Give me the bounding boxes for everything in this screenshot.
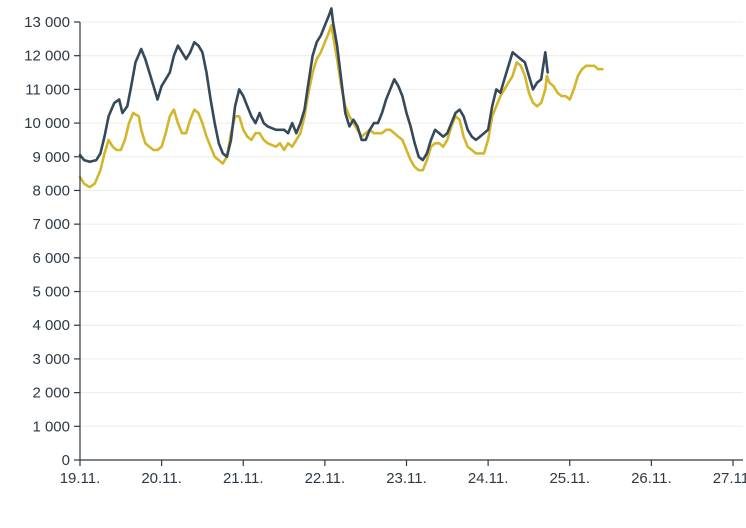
y-tick-label: 3 000 xyxy=(32,351,70,368)
y-tick-label: 4 000 xyxy=(32,317,70,334)
gridlines xyxy=(80,21,743,427)
x-tick-label: 19.11. xyxy=(60,470,101,487)
x-tick-label: 27.11. xyxy=(713,470,746,487)
y-tick-label: 11 000 xyxy=(25,81,70,98)
x-tick-label: 20.11. xyxy=(141,470,182,487)
ticks: 0 1 000 2 000 3 000 4 000 5 000 6 000 7 000 8 00… xyxy=(24,14,746,487)
x-tick-label: 22.11. xyxy=(305,470,346,487)
y-tick-label: 13 000 xyxy=(24,14,70,31)
y-tick-label: 7 000 xyxy=(32,216,70,233)
y-tick-label: 0 xyxy=(62,452,70,469)
series-line-dark xyxy=(78,7,549,164)
y-tick-label: 12 000 xyxy=(24,48,70,65)
y-tick-label: 8 000 xyxy=(32,182,70,199)
x-tick-label: 23.11. xyxy=(386,470,427,487)
y-tick-label: 10 000 xyxy=(24,115,70,132)
x-tick-label: 21.11. xyxy=(223,470,264,487)
x-tick-label: 25.11. xyxy=(549,470,590,487)
y-tick-label: 9 000 xyxy=(32,149,70,166)
x-tick-label: 26.11. xyxy=(631,470,672,487)
series-lines xyxy=(78,7,604,189)
y-tick-label: 1 000 xyxy=(32,418,70,435)
y-tick-label: 6 000 xyxy=(32,250,70,267)
x-tick-label: 24.11. xyxy=(468,470,509,487)
y-tick-label: 5 000 xyxy=(32,284,70,301)
axes xyxy=(79,22,743,461)
series-line-yellow xyxy=(78,24,604,189)
y-tick-label: 2 000 xyxy=(32,385,70,402)
